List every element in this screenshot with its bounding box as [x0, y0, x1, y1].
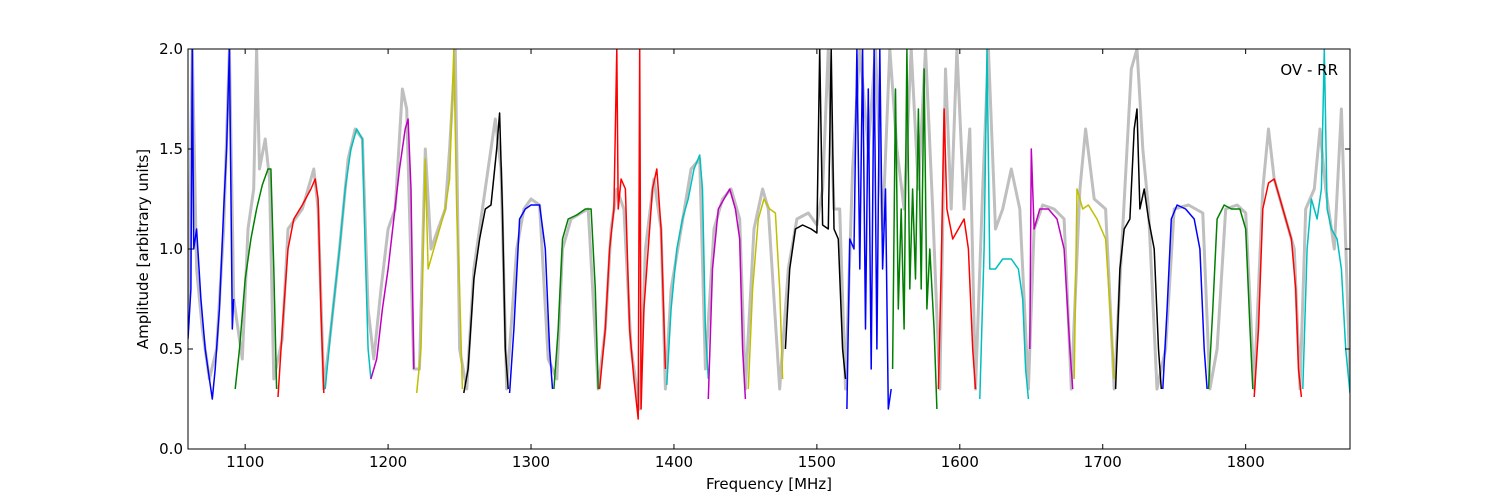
x-tick-label: 1100 [226, 453, 264, 471]
y-tick-label: 0.5 [159, 340, 183, 358]
series-layer [188, 49, 1350, 420]
series-line-14 [784, 49, 847, 380]
y-tick-label: 0.0 [159, 440, 183, 458]
series-line-9 [553, 208, 599, 390]
series-line-15 [846, 49, 892, 410]
series-line-5 [370, 118, 415, 380]
series-line-4 [324, 128, 372, 390]
series-line-13 [747, 198, 784, 390]
series-line-21 [1114, 108, 1163, 390]
x-axis-label: Frequency [MHz] [706, 475, 832, 493]
series-line-6 [415, 49, 464, 394]
y-axis-ticks: 0.0 0.5 1.0 1.5 2.0 [159, 40, 1350, 458]
series-line-24 [1253, 178, 1303, 398]
x-axis-ticks: 1100 1200 1300 1400 1500 1600 1700 1800 [226, 49, 1265, 471]
series-line-12 [707, 188, 747, 400]
x-tick-label: 1700 [1084, 453, 1122, 471]
x-tick-label: 1200 [369, 453, 407, 471]
series-line-18 [979, 49, 1030, 400]
x-tick-label: 1400 [655, 453, 693, 471]
series-line-7 [463, 112, 509, 394]
x-tick-label: 1800 [1227, 453, 1265, 471]
series-line-17 [937, 108, 977, 390]
x-tick-label: 1600 [941, 453, 979, 471]
series-line-25 [1302, 49, 1350, 394]
x-tick-label: 1500 [798, 453, 836, 471]
series-line-3 [277, 178, 325, 398]
series-line-1 [188, 49, 235, 400]
series-line-11 [666, 154, 710, 386]
series-line-23 [1207, 204, 1254, 390]
y-axis-label: Amplitude [arbitrary units] [134, 149, 152, 349]
series-line-19 [1029, 148, 1074, 390]
plot-area [188, 49, 1350, 449]
series-line-20 [1073, 188, 1115, 380]
series-line-16 [891, 49, 938, 410]
x-tick-label: 1300 [512, 453, 550, 471]
series-line-2 [234, 168, 278, 390]
series-line-10 [598, 49, 667, 420]
y-tick-label: 1.0 [159, 240, 183, 258]
series-line-8 [508, 204, 554, 394]
series-line-22 [1162, 204, 1208, 390]
y-tick-label: 2.0 [159, 40, 183, 58]
chart-annotation: OV - RR [1280, 61, 1338, 79]
y-tick-label: 1.5 [159, 140, 183, 158]
